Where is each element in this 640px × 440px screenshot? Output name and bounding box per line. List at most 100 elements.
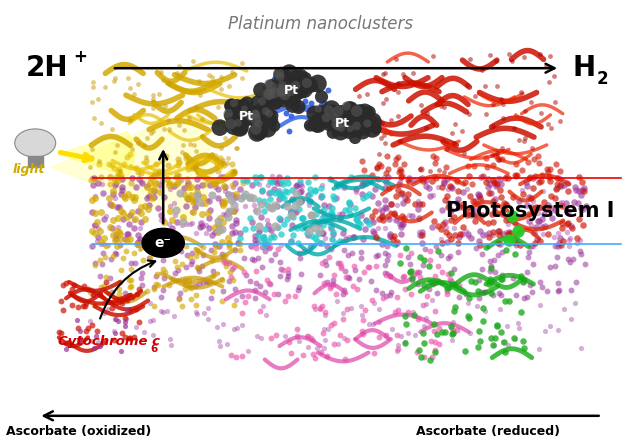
Point	[344, 274, 354, 281]
Point	[305, 122, 315, 129]
Point	[342, 274, 353, 281]
Point	[396, 166, 406, 173]
Point	[285, 208, 296, 215]
Point	[373, 199, 383, 206]
Point	[458, 150, 468, 157]
Point	[107, 224, 117, 231]
Point	[400, 313, 410, 320]
Point	[307, 123, 317, 130]
Point	[245, 214, 255, 221]
Point	[341, 103, 351, 110]
Point	[113, 215, 124, 222]
Point	[218, 121, 228, 128]
Point	[150, 236, 161, 243]
Point	[178, 218, 188, 225]
Point	[99, 216, 109, 223]
Point	[220, 253, 230, 260]
Point	[575, 236, 585, 243]
Point	[280, 92, 290, 99]
Point	[433, 248, 443, 255]
Point	[275, 216, 285, 224]
Point	[67, 286, 77, 293]
Point	[351, 216, 362, 224]
Point	[194, 198, 204, 205]
Point	[181, 202, 191, 209]
Point	[110, 249, 120, 257]
Point	[275, 190, 285, 197]
Point	[499, 348, 509, 356]
Point	[438, 180, 448, 187]
Point	[541, 165, 552, 172]
Point	[448, 330, 458, 337]
Point	[385, 292, 395, 299]
Point	[174, 296, 184, 303]
Point	[129, 225, 139, 232]
Point	[111, 231, 121, 238]
Point	[109, 165, 120, 172]
Point	[395, 138, 405, 145]
Point	[550, 206, 561, 213]
Point	[174, 242, 184, 249]
Point	[539, 198, 549, 205]
Point	[337, 119, 347, 126]
Point	[250, 286, 260, 293]
Point	[287, 87, 298, 94]
Point	[76, 334, 86, 341]
Point	[490, 179, 500, 186]
Point	[283, 94, 293, 101]
Point	[209, 249, 219, 256]
Point	[90, 193, 100, 200]
Point	[541, 62, 551, 70]
Point	[282, 88, 292, 95]
Point	[180, 154, 191, 161]
Point	[338, 229, 348, 236]
Point	[291, 82, 301, 89]
Point	[339, 121, 349, 128]
Point	[284, 87, 294, 94]
Point	[418, 302, 428, 309]
Point	[349, 234, 359, 241]
Point	[142, 288, 152, 295]
Point	[497, 155, 507, 162]
Point	[220, 135, 230, 142]
Point	[115, 172, 125, 179]
Point	[463, 232, 474, 239]
Point	[136, 218, 147, 225]
Point	[490, 204, 500, 211]
Point	[116, 208, 126, 215]
Point	[573, 216, 584, 223]
Point	[159, 218, 169, 225]
Point	[381, 242, 392, 249]
Point	[255, 335, 266, 342]
Point	[154, 171, 164, 178]
Point	[496, 275, 506, 282]
Point	[269, 186, 279, 193]
Point	[310, 225, 321, 232]
Point	[224, 239, 234, 246]
Point	[346, 250, 356, 257]
Point	[187, 257, 197, 264]
Point	[322, 242, 332, 249]
Point	[214, 227, 225, 234]
Point	[502, 220, 513, 227]
Point	[493, 252, 503, 259]
Point	[303, 198, 314, 205]
Point	[444, 231, 454, 238]
Point	[260, 288, 270, 295]
Point	[88, 197, 98, 204]
Point	[282, 175, 292, 182]
Point	[328, 281, 338, 288]
Point	[403, 254, 413, 261]
Point	[136, 170, 146, 177]
Point	[511, 172, 521, 180]
Point	[61, 280, 71, 287]
Point	[198, 244, 208, 251]
Point	[484, 234, 495, 241]
Point	[273, 70, 284, 77]
Point	[420, 246, 430, 253]
Point	[289, 90, 300, 97]
Point	[566, 315, 577, 323]
Point	[264, 177, 275, 184]
Point	[134, 286, 144, 293]
Point	[296, 271, 307, 278]
